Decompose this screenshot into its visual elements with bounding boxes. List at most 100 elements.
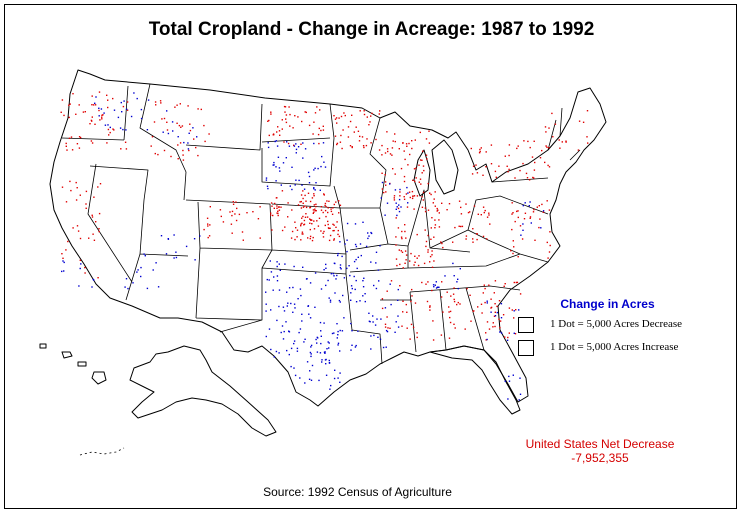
dot [432, 339, 435, 341]
dot [408, 191, 411, 193]
dot [478, 152, 481, 154]
dot [289, 185, 291, 187]
dot [61, 253, 63, 255]
dot [300, 143, 302, 145]
dot [405, 303, 407, 306]
dot [270, 111, 272, 113]
dot [323, 194, 325, 196]
dot [340, 268, 342, 270]
dot [304, 216, 307, 218]
dot [429, 309, 431, 311]
dot [179, 142, 182, 144]
dot [199, 235, 201, 237]
dot [66, 149, 68, 151]
dot [450, 295, 452, 297]
dot [324, 352, 326, 354]
dot [285, 321, 287, 323]
dot [311, 364, 314, 367]
dot [107, 128, 110, 131]
dot [324, 204, 326, 207]
dot [192, 127, 194, 129]
dot [152, 269, 154, 271]
dot [508, 375, 510, 378]
dot [395, 258, 398, 260]
dot [295, 143, 297, 145]
dot [389, 327, 391, 329]
dot [508, 380, 511, 382]
dot [500, 317, 503, 319]
dot [356, 267, 358, 270]
dot [465, 235, 468, 237]
state-borders [61, 83, 581, 365]
dot [294, 307, 296, 309]
dot [94, 102, 96, 104]
dot [565, 141, 567, 143]
dot [414, 261, 416, 263]
dot [79, 267, 81, 270]
dot [266, 185, 269, 187]
dot [328, 362, 331, 364]
dot [390, 303, 392, 306]
dot [541, 149, 543, 152]
dot [284, 226, 286, 228]
dot [433, 236, 435, 238]
dot [412, 326, 415, 329]
dot [267, 142, 269, 144]
dot [325, 215, 327, 218]
dot [492, 326, 494, 328]
dot [385, 191, 387, 193]
dot [275, 350, 278, 353]
dot [328, 359, 330, 362]
dot [472, 228, 474, 230]
dot [494, 170, 497, 173]
dot [490, 306, 493, 309]
dot [124, 141, 127, 143]
dot [351, 146, 353, 148]
dot [465, 203, 467, 205]
dot [301, 320, 303, 322]
dot [314, 189, 316, 191]
dot [90, 140, 93, 142]
dot [351, 146, 353, 149]
dot [433, 198, 435, 200]
dot [313, 211, 315, 213]
dot [272, 133, 275, 135]
dot [103, 112, 105, 114]
dot [545, 145, 547, 147]
dot [320, 342, 322, 345]
dot [302, 206, 305, 208]
dot [415, 177, 417, 179]
dot [434, 219, 436, 221]
dot [370, 142, 372, 144]
dot [313, 187, 315, 189]
dot [518, 309, 520, 311]
dot [270, 212, 272, 214]
dot [276, 145, 279, 147]
dot [90, 119, 93, 122]
dot [331, 213, 334, 215]
dot [314, 272, 317, 274]
dot [294, 374, 297, 377]
dot [355, 126, 357, 128]
dot [539, 157, 542, 159]
dot [379, 110, 381, 112]
dot [441, 242, 443, 245]
dot [415, 167, 417, 169]
dot [279, 269, 281, 271]
dot [378, 149, 381, 151]
dot [413, 195, 416, 197]
dot [436, 286, 439, 288]
dot [400, 206, 402, 208]
dot [330, 384, 332, 387]
dot [488, 212, 490, 214]
dot [339, 141, 342, 143]
dot [437, 209, 439, 211]
dot [454, 327, 456, 329]
dot [370, 232, 373, 235]
dot [155, 104, 157, 106]
dot [402, 267, 404, 269]
dot [522, 223, 524, 225]
dot [534, 239, 536, 241]
dot [413, 264, 415, 266]
dot [425, 240, 428, 243]
